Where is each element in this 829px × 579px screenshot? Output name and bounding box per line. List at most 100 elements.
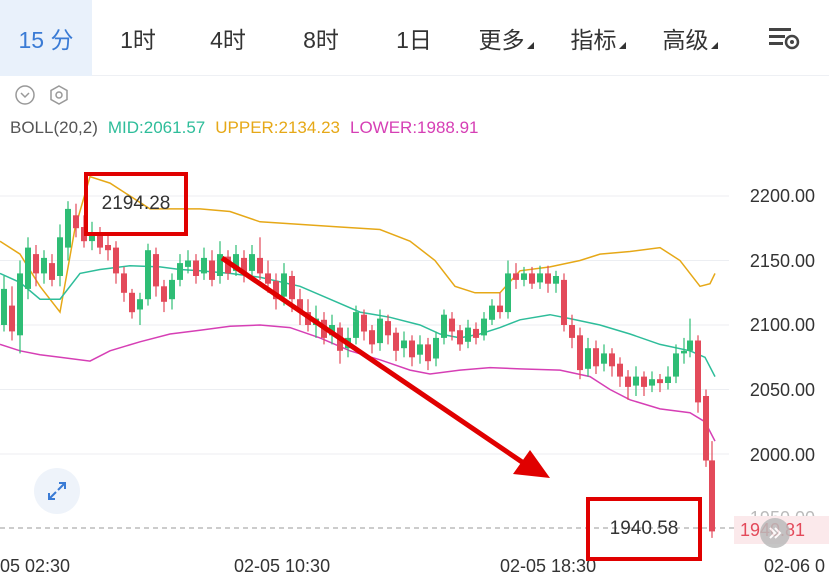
dropdown-triangle-icon [710, 41, 718, 49]
candle-body [497, 305, 503, 313]
candle-body [89, 232, 95, 242]
candle-body [65, 208, 71, 248]
candle-body [569, 325, 575, 338]
indicator-controls [14, 84, 70, 106]
candle-body [49, 263, 55, 280]
indicator-settings-icon[interactable] [48, 84, 70, 106]
tab-indicators[interactable]: 指标 [560, 0, 636, 76]
candle-body [409, 340, 415, 358]
candle-body [169, 279, 175, 300]
candle-body [73, 215, 79, 229]
candle-body [401, 340, 407, 349]
candle-body [473, 328, 479, 338]
candle-body [297, 299, 303, 313]
tab-label: 15 分 [18, 27, 74, 53]
time-axis-label: 02-05 18:30 [500, 556, 597, 576]
candle-body [617, 363, 623, 377]
candle-body [609, 353, 615, 367]
candle-body [561, 279, 567, 325]
candle-body [577, 335, 583, 371]
candle-body [241, 257, 247, 274]
price-axis-label: 2200.00 [749, 186, 815, 206]
boll-mid-line [0, 264, 716, 377]
tab-advanced[interactable]: 高级 [652, 0, 728, 76]
tab-15m[interactable]: 15 分 [0, 0, 92, 76]
candle-body [265, 273, 271, 284]
candle-body [593, 348, 599, 367]
candle-body [481, 318, 487, 336]
candle-body [687, 340, 693, 351]
low-annotation-box: 1940.58 [586, 497, 702, 561]
candle-body [273, 281, 279, 300]
tab-4h[interactable]: 4时 [190, 0, 266, 76]
candle-body [625, 376, 631, 387]
candle-body [201, 257, 207, 274]
candle-body [545, 273, 551, 284]
chart-settings-icon [769, 28, 800, 50]
tab-label: 更多 [478, 27, 525, 53]
candle-body [369, 330, 375, 345]
candle-body [703, 396, 709, 461]
candle-body [601, 353, 607, 364]
trend-arrow-head [513, 450, 550, 478]
candle-body [153, 254, 159, 287]
candle-body [185, 260, 191, 267]
candle-body [433, 337, 439, 359]
candle-body [449, 318, 455, 332]
candle-body [505, 273, 511, 313]
candle-body [709, 460, 715, 532]
candle-body [465, 327, 471, 342]
candle-body [1, 288, 7, 325]
candle-body [361, 314, 367, 332]
boll-lower-line [0, 324, 716, 442]
tab-more[interactable]: 更多 [468, 0, 544, 76]
boll-name: BOLL(20,2) [10, 118, 98, 137]
tab-1h[interactable]: 1时 [100, 0, 176, 76]
candle-body [217, 254, 223, 276]
candle-body [113, 247, 119, 274]
candle-body [25, 247, 31, 289]
double-chevron-right-icon [769, 527, 782, 539]
scroll-to-latest-button[interactable] [760, 518, 790, 548]
candle-body [281, 273, 287, 297]
candle-body [665, 376, 671, 383]
candle-body [673, 353, 679, 377]
candle-body [513, 273, 519, 280]
dropdown-triangle-icon [526, 41, 534, 49]
candle-body [209, 260, 215, 280]
price-axis-label: 2000.00 [749, 445, 815, 465]
candle-body [97, 234, 103, 248]
candle-body [641, 376, 647, 387]
boll-lower-value: LOWER:1988.91 [349, 118, 479, 137]
boll-legend: BOLL(20,2) MID:2061.57 UPPER:2134.23 LOWER:… [10, 118, 489, 138]
collapse-chevron-icon[interactable] [14, 84, 36, 106]
candle-body [393, 332, 399, 351]
candle-body [537, 273, 543, 283]
fullscreen-button[interactable] [34, 468, 80, 514]
tab-label: 8时 [303, 27, 339, 53]
chart-settings-button[interactable] [767, 22, 801, 52]
candle-body [441, 314, 447, 338]
candle-body [137, 299, 143, 310]
candle-body [585, 348, 591, 369]
candle-body [695, 340, 701, 403]
tab-label: 高级 [662, 27, 709, 53]
time-axis-label: 02-05 10:30 [234, 556, 331, 576]
candle-body [57, 237, 63, 276]
candle-body [289, 276, 295, 300]
tab-1d[interactable]: 1日 [376, 0, 452, 76]
candle-body [9, 305, 15, 332]
candle-body [353, 312, 359, 338]
trend-arrow-shaft [220, 255, 524, 465]
candle-body [649, 379, 655, 386]
tab-8h[interactable]: 8时 [283, 0, 359, 76]
candle-body [553, 276, 559, 284]
candles [1, 201, 715, 538]
candle-body [193, 260, 199, 276]
candle-body [257, 257, 263, 274]
price-axis-label: 2050.00 [749, 380, 815, 400]
timeframe-toolbar: 15 分 1时 4时 8时 1日 更多 指标 高级 [0, 0, 829, 76]
candle-body [681, 350, 687, 354]
candle-body [233, 254, 239, 271]
time-axis-label: 02-06 0 [764, 556, 826, 576]
